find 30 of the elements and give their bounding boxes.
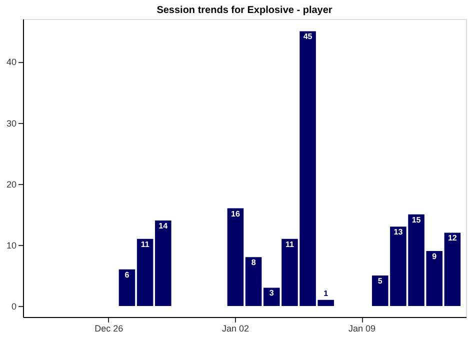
x-tick-label: Jan 09 [348,324,376,334]
bar [372,275,388,306]
bar [118,269,136,306]
bar [136,238,154,306]
y-tick-label: 20 [6,179,16,190]
y-tick-label: 40 [6,57,16,68]
bar [444,232,461,306]
data-label: 6 [124,270,130,280]
data-label: 3 [269,288,274,298]
data-label: 12 [448,234,458,243]
x-tick-label: Dec 26 [94,324,124,334]
data-label: 16 [231,209,240,218]
y-tick-label: 0 [11,302,16,312]
bar [154,220,172,306]
y-tick-label: 10 [6,240,16,250]
data-label: 13 [394,228,404,237]
data-label: 14 [158,222,168,231]
bar [245,257,262,306]
data-label: 1 [324,288,329,298]
data-label: 11 [140,240,150,249]
data-label: 45 [303,32,313,42]
chart-title: Session trends for Explosive - player [156,5,332,16]
bar [227,208,244,306]
data-label: 11 [285,240,294,249]
data-label: 9 [432,252,438,262]
data-label: 15 [412,215,422,224]
data-label: 5 [378,276,383,286]
data-label: 8 [251,258,256,268]
x-tick-label: Jan 02 [222,324,249,334]
y-tick-label: 30 [6,118,16,128]
